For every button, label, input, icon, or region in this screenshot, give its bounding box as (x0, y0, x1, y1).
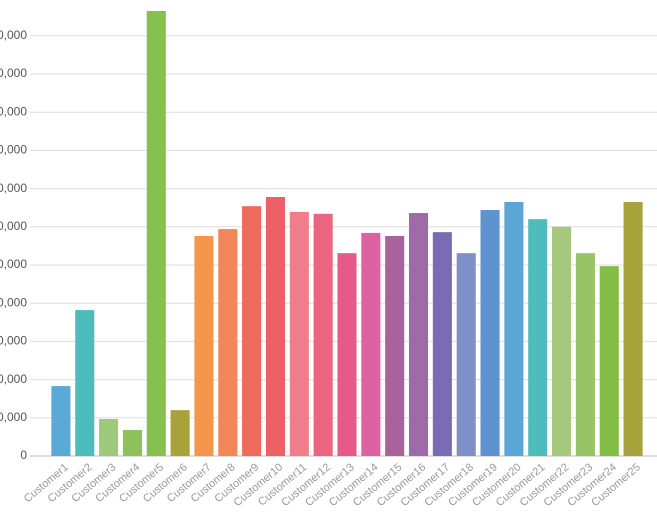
bar (552, 226, 572, 456)
bar (599, 266, 619, 456)
bar (480, 209, 500, 456)
bar (385, 235, 405, 456)
bar (242, 206, 262, 456)
bar (504, 201, 524, 456)
bar (146, 10, 166, 456)
y-tick-label: 50,000 (0, 257, 27, 271)
y-tick-label: 60,000 (0, 219, 27, 233)
y-tick-label: 90,000 (0, 104, 27, 118)
bar (313, 213, 333, 456)
bar (337, 253, 357, 456)
bar (528, 219, 548, 456)
bar (194, 235, 214, 456)
bar (623, 201, 643, 456)
y-tick-label: 80,000 (0, 143, 27, 157)
bar (218, 229, 238, 456)
bar (432, 232, 452, 456)
bar (75, 310, 95, 456)
y-tick-label: 30,000 (0, 334, 27, 348)
y-tick-label: 70,000 (0, 181, 27, 195)
bar (575, 253, 595, 456)
bar (265, 197, 286, 456)
bar (51, 386, 71, 456)
bar (289, 211, 309, 456)
y-tick-label: 40,000 (0, 295, 27, 309)
bar (456, 253, 476, 456)
y-tick-label: 110,000 (0, 28, 27, 42)
y-tick-label: 20,000 (0, 372, 27, 386)
y-tick-label: 0 (20, 448, 27, 462)
y-tick-label: 10,000 (0, 410, 27, 424)
bar (361, 232, 381, 456)
bar (170, 410, 190, 456)
bar (408, 213, 429, 456)
bar (99, 418, 119, 456)
y-tick-label: 100,000 (0, 66, 27, 80)
bar (122, 430, 142, 456)
